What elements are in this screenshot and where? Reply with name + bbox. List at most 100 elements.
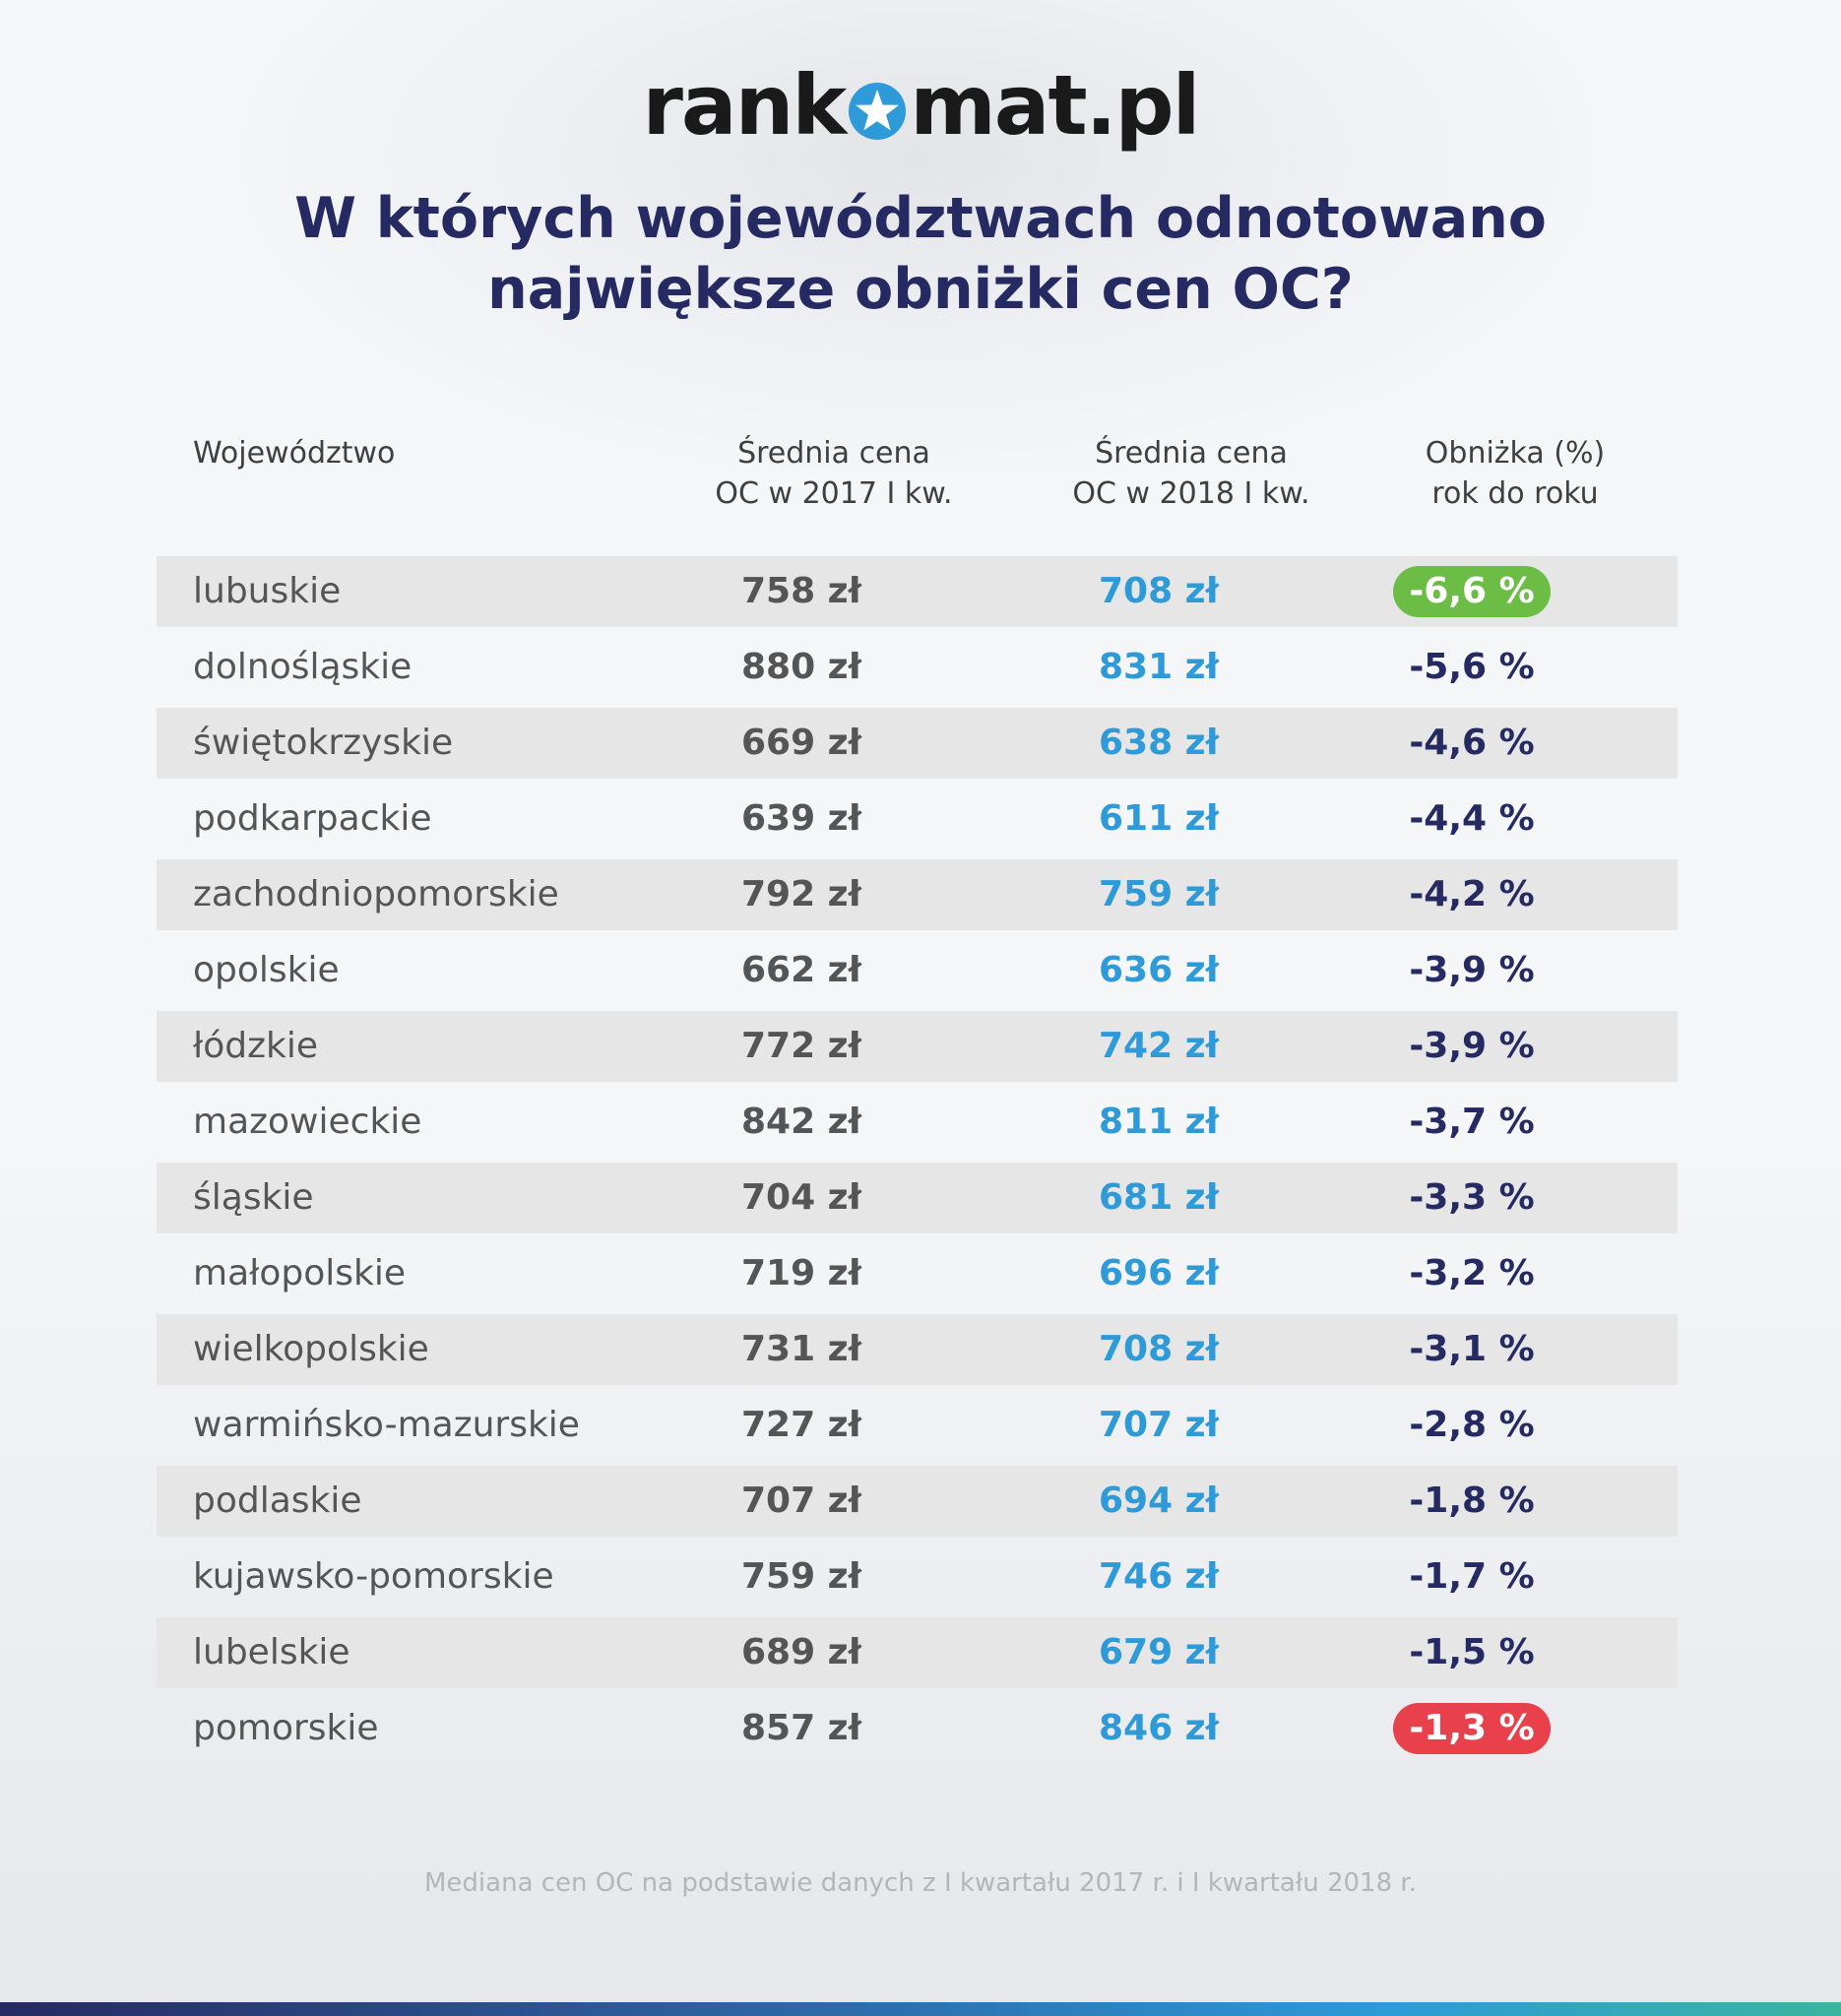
cell-price-2017: 639 zł: [741, 798, 861, 839]
change-value: -3,2 %: [1409, 1253, 1535, 1293]
change-value: -3,9 %: [1409, 950, 1535, 990]
cell-price-2017: 719 zł: [741, 1253, 861, 1293]
table-row: kujawsko-pomorskie 759 zł 746 zł -1,7 %: [157, 1542, 1678, 1612]
cell-price-2017: 669 zł: [741, 723, 861, 763]
cell-region: zachodniopomorskie: [193, 874, 559, 914]
cell-change: -3,9 %: [1354, 935, 1590, 1006]
change-value: -2,8 %: [1409, 1405, 1535, 1445]
cell-price-2018: 707 zł: [1099, 1405, 1219, 1445]
header-region: Województwo: [193, 433, 395, 473]
cell-region: podkarpackie: [193, 798, 432, 839]
header-price-2017-line2: OC w 2017 I kw.: [715, 476, 953, 511]
cell-region: pomorskie: [193, 1708, 379, 1748]
table-row: dolnośląskie 880 zł 831 zł -5,6 %: [157, 632, 1678, 703]
cell-price-2017: 662 zł: [741, 950, 861, 990]
cell-price-2018: 831 zł: [1099, 647, 1219, 687]
cell-change: -3,7 %: [1354, 1087, 1590, 1158]
change-value: -4,2 %: [1409, 874, 1535, 914]
cell-price-2017: 727 zł: [741, 1405, 861, 1445]
cell-change: -1,5 %: [1354, 1617, 1590, 1688]
cell-change: -4,6 %: [1354, 708, 1590, 779]
cell-price-2017: 842 zł: [741, 1102, 861, 1142]
change-value: -3,1 %: [1409, 1329, 1535, 1369]
cell-region: lubelskie: [193, 1632, 350, 1672]
table-row: podkarpackie 639 zł 611 zł -4,4 %: [157, 784, 1678, 854]
star-icon: [849, 83, 907, 140]
table-row: mazowieckie 842 zł 811 zł -3,7 %: [157, 1087, 1678, 1158]
cell-change: -4,4 %: [1354, 784, 1590, 854]
cell-price-2018: 696 zł: [1099, 1253, 1219, 1293]
table-row: wielkopolskie 731 zł 708 zł -3,1 %: [157, 1314, 1678, 1385]
table-row: opolskie 662 zł 636 zł -3,9 %: [157, 935, 1678, 1006]
header-price-2018-line1: Średnia cena: [1095, 436, 1288, 471]
cell-price-2018: 708 zł: [1099, 1329, 1219, 1369]
cell-region: łódzkie: [193, 1026, 319, 1066]
cell-change: -5,6 %: [1354, 632, 1590, 703]
header-price-2018: Średnia cena OC w 2018 I kw.: [1014, 433, 1368, 514]
change-badge: -1,3 %: [1393, 1703, 1551, 1754]
logo-text-rank: rank: [642, 57, 848, 154]
header-change: Obniżka (%) rok do roku: [1338, 433, 1692, 514]
cell-change: -1,8 %: [1354, 1466, 1590, 1537]
cell-price-2018: 694 zł: [1099, 1480, 1219, 1521]
cell-price-2017: 758 zł: [741, 571, 861, 611]
page-title: W których województwach odnotowano najwi…: [0, 183, 1841, 325]
cell-change: -3,9 %: [1354, 1011, 1590, 1082]
cell-price-2018: 759 zł: [1099, 874, 1219, 914]
cell-price-2018: 611 zł: [1099, 798, 1219, 839]
cell-price-2017: 759 zł: [741, 1556, 861, 1597]
cell-region: świętokrzyskie: [193, 723, 454, 763]
cell-price-2018: 811 zł: [1099, 1102, 1219, 1142]
cell-price-2018: 636 zł: [1099, 950, 1219, 990]
cell-region: warmińsko-mazurskie: [193, 1405, 580, 1445]
table-row: lubelskie 689 zł 679 zł -1,5 %: [157, 1617, 1678, 1688]
cell-change: -4,2 %: [1354, 859, 1590, 930]
change-value: -3,9 %: [1409, 1026, 1535, 1066]
cell-region: podlaskie: [193, 1480, 362, 1521]
table-row: warmińsko-mazurskie 727 zł 707 zł -2,8 %: [157, 1390, 1678, 1461]
cell-price-2018: 746 zł: [1099, 1556, 1219, 1597]
cell-change: -3,3 %: [1354, 1163, 1590, 1233]
table-row: zachodniopomorskie 792 zł 759 zł -4,2 %: [157, 859, 1678, 930]
cell-region: wielkopolskie: [193, 1329, 429, 1369]
cell-change: -1,3 %: [1354, 1693, 1590, 1764]
change-value: -1,8 %: [1409, 1480, 1535, 1521]
table-row: pomorskie 857 zł 846 zł -1,3 %: [157, 1693, 1678, 1764]
cell-region: małopolskie: [193, 1253, 407, 1293]
cell-change: -2,8 %: [1354, 1390, 1590, 1461]
header-price-2018-line2: OC w 2018 I kw.: [1072, 476, 1310, 511]
cell-region: opolskie: [193, 950, 340, 990]
cell-price-2017: 731 zł: [741, 1329, 861, 1369]
header-price-2017-line1: Średnia cena: [737, 436, 930, 471]
logo: rank mat.pl: [0, 51, 1841, 159]
table-row: podlaskie 707 zł 694 zł -1,8 %: [157, 1466, 1678, 1537]
cell-region: kujawsko-pomorskie: [193, 1556, 554, 1597]
cell-change: -3,2 %: [1354, 1238, 1590, 1309]
cell-region: śląskie: [193, 1177, 314, 1218]
header-change-line1: Obniżka (%): [1425, 436, 1606, 471]
footnote: Mediana cen OC na podstawie danych z I k…: [424, 1868, 1417, 1898]
change-value: -3,3 %: [1409, 1177, 1535, 1218]
cell-price-2018: 638 zł: [1099, 723, 1219, 763]
cell-region: lubuskie: [193, 571, 342, 611]
cell-price-2018: 846 zł: [1099, 1708, 1219, 1748]
header-region-label: Województwo: [193, 436, 396, 471]
cell-price-2017: 689 zł: [741, 1632, 861, 1672]
cell-change: -6,6 %: [1354, 556, 1590, 627]
cell-price-2018: 742 zł: [1099, 1026, 1219, 1066]
cell-price-2017: 772 zł: [741, 1026, 861, 1066]
cell-price-2017: 704 zł: [741, 1177, 861, 1218]
cell-price-2017: 880 zł: [741, 647, 861, 687]
cell-region: mazowieckie: [193, 1102, 422, 1142]
title-line-2: największe obniżki cen OC?: [487, 257, 1354, 322]
cell-price-2017: 857 zł: [741, 1708, 861, 1748]
cell-region: dolnośląskie: [193, 647, 413, 687]
table-row: lubuskie 758 zł 708 zł -6,6 %: [157, 556, 1678, 627]
change-value: -3,7 %: [1409, 1102, 1535, 1142]
table-row: łódzkie 772 zł 742 zł -3,9 %: [157, 1011, 1678, 1082]
change-value: -4,6 %: [1409, 723, 1535, 763]
header-price-2017: Średnia cena OC w 2017 I kw.: [657, 433, 1011, 514]
change-value: -4,4 %: [1409, 798, 1535, 839]
table-row: śląskie 704 zł 681 zł -3,3 %: [157, 1163, 1678, 1233]
cell-price-2017: 792 zł: [741, 874, 861, 914]
